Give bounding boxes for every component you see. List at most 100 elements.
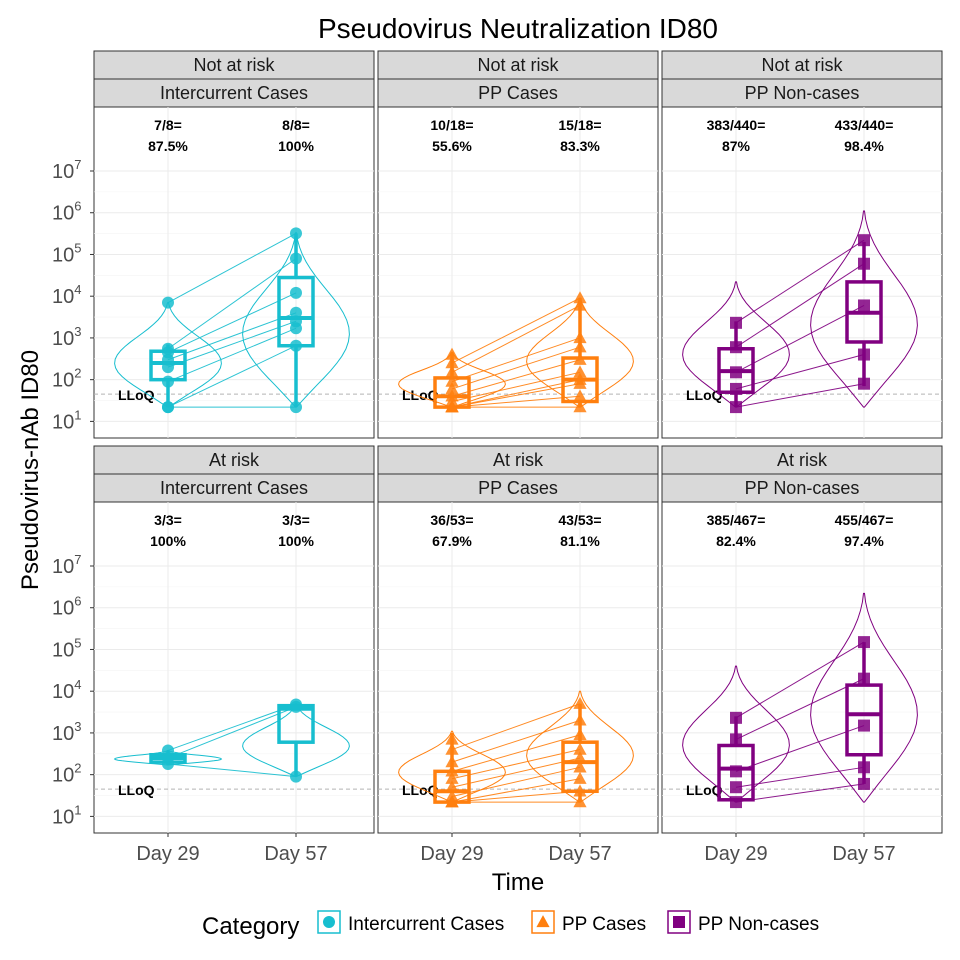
- paired-line: [167, 704, 297, 751]
- data-point: [573, 340, 587, 353]
- y-tick-label: 107: [52, 157, 81, 183]
- tick-exponent: 1: [74, 407, 81, 422]
- tick-exponent: 2: [74, 761, 81, 776]
- legend-item-3: PP Non-cases: [667, 910, 819, 935]
- paired-line: [451, 395, 581, 408]
- x-tick-label: Day 29: [136, 843, 199, 865]
- response-rate: 100%: [278, 138, 314, 154]
- tick-base: 10: [52, 411, 74, 433]
- response-count: 3/3=: [282, 512, 310, 528]
- box: [845, 683, 883, 757]
- data-point: [445, 389, 459, 402]
- data-point: [730, 382, 742, 395]
- data-point: [445, 374, 459, 387]
- data-point: [858, 348, 870, 361]
- data-point: [573, 389, 587, 402]
- data-point: [858, 377, 870, 390]
- data-point: [730, 711, 742, 724]
- tick-exponent: 6: [74, 199, 81, 214]
- response-count: 385/467=: [707, 512, 766, 528]
- x-tick-label: Day 29: [704, 843, 767, 865]
- violin: [682, 281, 790, 408]
- response-count: 7/8=: [154, 117, 182, 133]
- data-point: [290, 315, 302, 328]
- response-rate: 100%: [150, 533, 186, 549]
- paired-line: [167, 320, 297, 368]
- paired-line: [451, 719, 581, 763]
- y-tick-label: 103: [52, 324, 81, 350]
- data-point: [858, 777, 870, 790]
- y-axis-title: Pseudovirus-nAb ID80: [17, 350, 44, 590]
- paired-line: [735, 725, 865, 772]
- legend-item-2: PP Cases: [531, 910, 646, 935]
- data-point: [730, 401, 742, 414]
- paired-line: [167, 706, 297, 759]
- y-tick-label: 105: [52, 635, 81, 661]
- panel-5: At risk PP Cases LLoQ 36/53= 67.9% 43/53= 81.1…: [377, 445, 659, 865]
- lloq-label: LLoQ: [686, 387, 723, 403]
- x-tick-label: Day 57: [548, 843, 611, 865]
- strip-row-label: At risk: [777, 450, 828, 470]
- paired-line: [451, 371, 581, 402]
- data-point: [858, 636, 870, 649]
- tick-base: 10: [52, 598, 74, 620]
- data-point: [858, 234, 870, 247]
- response-rate: 100%: [278, 533, 314, 549]
- paired-line: [451, 703, 581, 751]
- strip-col: [93, 78, 375, 108]
- tick-exponent: 3: [74, 324, 81, 339]
- paired-line: [735, 783, 865, 803]
- panel-2: Not at risk PP Cases LLoQ 10/18= 55.6% 15/18=…: [377, 50, 659, 439]
- strip-col: [661, 78, 943, 108]
- y-tick-label: 103: [52, 719, 81, 745]
- data-point: [290, 698, 302, 711]
- response-count: 433/440=: [835, 117, 894, 133]
- legend-key-box: [531, 910, 555, 934]
- paired-line: [451, 337, 581, 383]
- data-point: [162, 744, 174, 757]
- response-count: 455/467=: [835, 512, 894, 528]
- data-point: [730, 316, 742, 329]
- tick-base: 10: [52, 556, 74, 578]
- legend-key-box: [317, 910, 341, 934]
- data-point: [573, 352, 587, 365]
- panel-3: Not at risk PP Non-cases LLoQ 383/440= 87% 43…: [661, 50, 943, 439]
- data-point: [730, 781, 742, 794]
- tick-exponent: 7: [74, 157, 81, 172]
- strip-col: [377, 473, 659, 503]
- strip-col-label: PP Cases: [478, 478, 558, 498]
- data-point: [445, 789, 459, 802]
- response-rate: 97.4%: [844, 533, 884, 549]
- data-point: [730, 733, 742, 746]
- data-point: [858, 257, 870, 270]
- paired-line: [735, 678, 865, 740]
- data-point: [445, 732, 459, 745]
- response-count: 10/18=: [430, 117, 473, 133]
- tick-base: 10: [52, 161, 74, 183]
- y-tick-label: 102: [52, 366, 81, 392]
- legend: Category Intercurrent Cases PP Cases PP No…: [202, 910, 819, 940]
- tick-base: 10: [52, 681, 74, 703]
- y-tick-label: 102: [52, 761, 81, 787]
- tick-exponent: 2: [74, 366, 81, 381]
- panel-background: [377, 501, 659, 834]
- tick-base: 10: [52, 723, 74, 745]
- data-point: [573, 751, 587, 764]
- paired-line: [167, 232, 297, 304]
- strip-row: [661, 50, 943, 80]
- x-tick-label: Day 57: [832, 843, 895, 865]
- strip-col-label: Intercurrent Cases: [160, 478, 308, 498]
- tick-exponent: 1: [74, 802, 81, 817]
- violin: [810, 210, 918, 408]
- strip-col-label: Intercurrent Cases: [160, 83, 308, 103]
- tick-exponent: 4: [74, 282, 81, 297]
- data-point: [573, 760, 587, 773]
- paired-line: [451, 379, 581, 408]
- data-point: [573, 331, 587, 344]
- response-rate: 87%: [722, 138, 751, 154]
- legend-key-box: [667, 910, 691, 934]
- paired-line: [451, 734, 581, 772]
- data-point: [730, 765, 742, 778]
- panel-background: [93, 106, 375, 439]
